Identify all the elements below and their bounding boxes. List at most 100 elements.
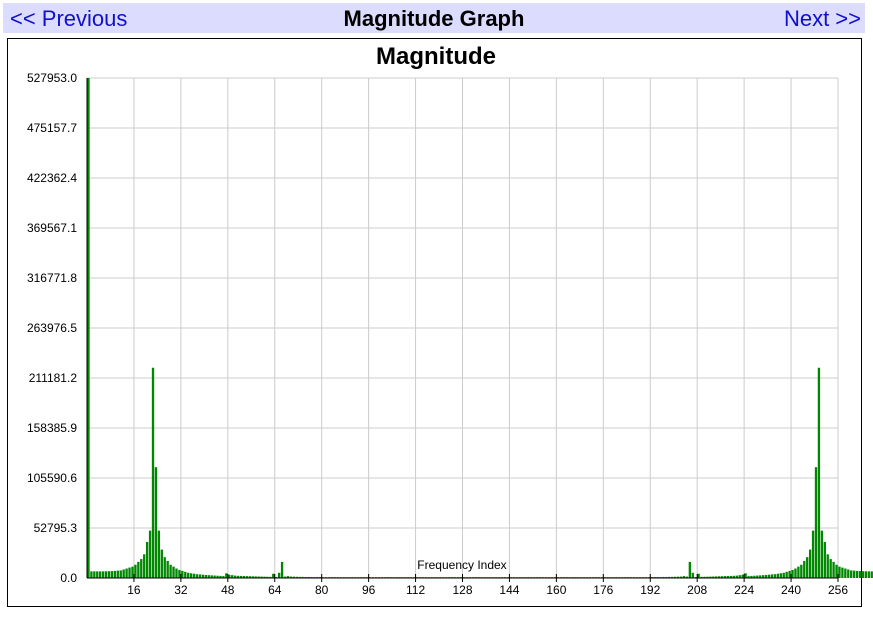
bar xyxy=(855,570,859,578)
bar xyxy=(96,571,99,578)
bar xyxy=(803,560,806,578)
bar xyxy=(304,576,307,578)
bar xyxy=(850,570,853,578)
x-tick-label: 208 xyxy=(687,583,707,597)
bar xyxy=(169,564,172,578)
bar xyxy=(676,576,680,578)
chart-title: Magnitude xyxy=(376,43,496,70)
bar xyxy=(688,561,692,578)
bar xyxy=(87,78,90,578)
y-axis-ticks: 0.0 52795.3 105590.6 158385.9 211181.2 263976… xyxy=(27,71,77,585)
bar xyxy=(107,571,111,578)
bar xyxy=(808,549,812,578)
next-link[interactable]: Next >> xyxy=(783,6,861,31)
x-tick-label: 192 xyxy=(640,583,660,597)
y-tick-label: 211181.2 xyxy=(29,371,78,385)
bar xyxy=(178,569,181,578)
y-tick-label: 263976.5 xyxy=(27,321,77,335)
x-tick-label: 160 xyxy=(546,583,566,597)
bar xyxy=(286,576,290,578)
bar xyxy=(835,564,838,578)
bar xyxy=(864,571,868,578)
navigation-bar: << Previous Magnitude Graph Next >> xyxy=(3,3,865,33)
y-tick-label: 527953.0 xyxy=(27,71,77,85)
bar xyxy=(709,576,712,578)
bar xyxy=(137,561,140,578)
bar xyxy=(703,576,706,578)
bar xyxy=(759,575,762,578)
previous-link[interactable]: << Previous xyxy=(10,6,128,31)
x-tick-label: 176 xyxy=(593,583,613,597)
bar xyxy=(691,572,694,578)
x-tick-label: 144 xyxy=(499,583,519,597)
bar xyxy=(260,576,263,578)
y-tick-label: 475157.7 xyxy=(27,121,77,135)
bar xyxy=(838,566,841,578)
bar xyxy=(225,573,228,578)
bar xyxy=(266,576,269,578)
bar xyxy=(782,572,785,578)
bar xyxy=(239,575,243,578)
bar xyxy=(143,554,146,578)
bar xyxy=(762,575,765,578)
bar xyxy=(679,576,683,578)
bar xyxy=(292,576,295,578)
bar xyxy=(90,571,93,578)
x-axis-label: Frequency Index xyxy=(417,558,506,572)
bar xyxy=(747,576,750,578)
bar xyxy=(697,573,700,578)
bar xyxy=(145,542,149,578)
bar xyxy=(700,576,703,578)
bar xyxy=(151,367,155,578)
bar xyxy=(867,571,870,578)
bar xyxy=(181,570,184,578)
bar xyxy=(113,570,117,578)
bar xyxy=(832,561,835,578)
bar xyxy=(847,569,850,578)
grid-lines xyxy=(87,77,839,579)
bar xyxy=(841,567,844,578)
x-tick-label: 240 xyxy=(781,583,801,597)
bar xyxy=(166,560,169,578)
bar xyxy=(773,574,777,578)
bar xyxy=(128,567,131,578)
bar xyxy=(858,571,862,578)
bar xyxy=(732,575,736,578)
bar xyxy=(852,570,856,578)
bar xyxy=(770,574,774,578)
bar xyxy=(685,576,689,578)
x-axis-ticks: 16 32 48 64 80 96 112 128 144 160 176 192 208 224 240 2… xyxy=(127,583,848,597)
bar xyxy=(826,554,829,578)
bar xyxy=(806,557,809,578)
bar xyxy=(157,530,161,578)
bar xyxy=(715,576,718,578)
bar xyxy=(785,571,788,578)
bar xyxy=(175,568,178,578)
bar xyxy=(154,467,158,578)
bar xyxy=(122,569,125,578)
bar xyxy=(794,568,797,578)
bar xyxy=(104,571,108,578)
bar xyxy=(735,575,738,578)
y-tick-label: 369567.1 xyxy=(27,221,77,235)
bar xyxy=(204,574,207,578)
x-tick-label: 32 xyxy=(174,583,188,597)
x-tick-label: 128 xyxy=(452,583,472,597)
bar xyxy=(767,574,771,578)
bar xyxy=(184,571,187,578)
x-tick-label: 16 xyxy=(127,583,141,597)
bar xyxy=(797,566,800,578)
bar xyxy=(744,573,747,578)
bar xyxy=(242,576,246,578)
bar xyxy=(195,574,199,578)
bar xyxy=(192,573,196,578)
bar xyxy=(116,570,119,578)
y-tick-label: 158385.9 xyxy=(27,421,77,435)
bar xyxy=(163,557,166,578)
bar xyxy=(251,576,254,578)
bar xyxy=(718,576,721,578)
bar xyxy=(228,574,231,578)
bar xyxy=(811,530,815,578)
x-tick-label: 224 xyxy=(734,583,754,597)
